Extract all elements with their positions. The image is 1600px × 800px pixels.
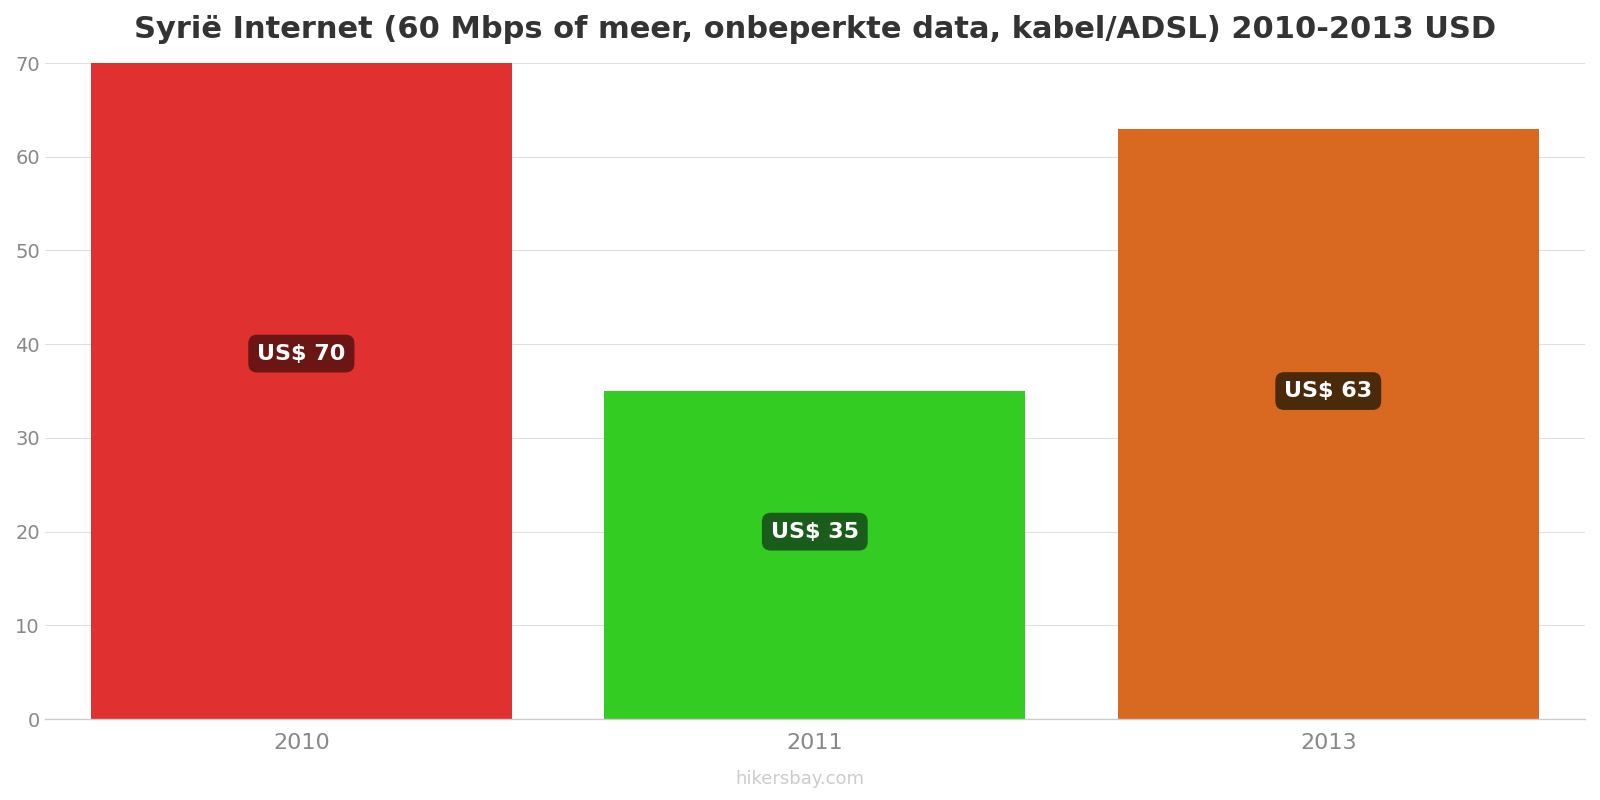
- Bar: [1118, 129, 1539, 719]
- Text: US$ 35: US$ 35: [771, 522, 859, 542]
- Title: Syrië Internet (60 Mbps of meer, onbeperkte data, kabel/ADSL) 2010-2013 USD: Syrië Internet (60 Mbps of meer, onbeper…: [134, 15, 1496, 44]
- Bar: [91, 63, 512, 719]
- Text: US$ 70: US$ 70: [258, 343, 346, 363]
- Text: hikersbay.com: hikersbay.com: [736, 770, 864, 788]
- Text: US$ 63: US$ 63: [1285, 381, 1373, 401]
- Bar: [605, 391, 1026, 719]
